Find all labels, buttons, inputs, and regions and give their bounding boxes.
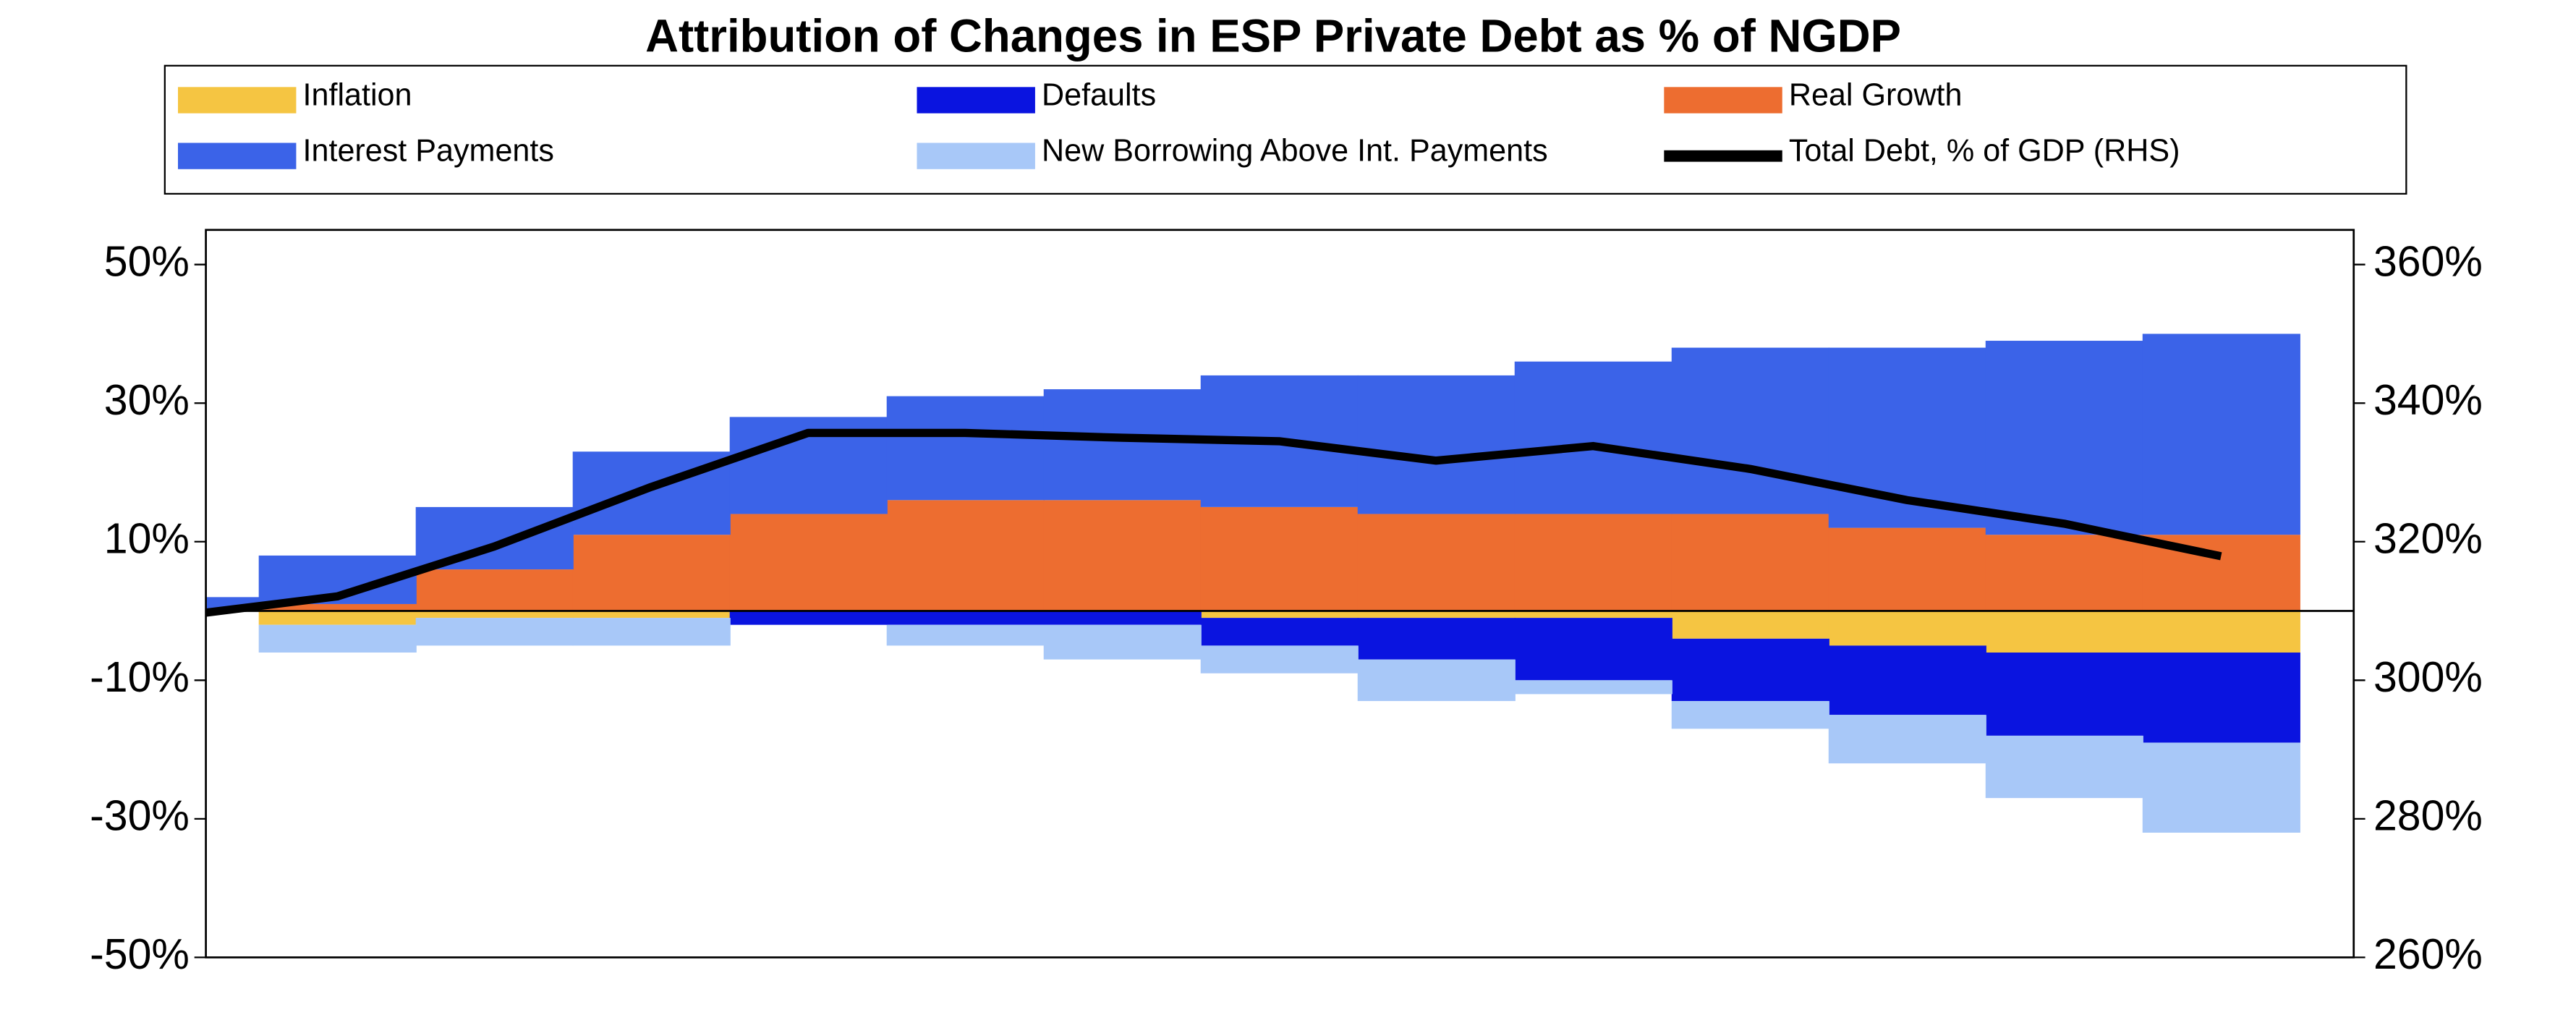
area-step xyxy=(2142,742,2300,833)
legend-swatch xyxy=(1664,87,1782,114)
legend-label: Inflation xyxy=(303,77,412,112)
area-step xyxy=(1514,680,1672,694)
area-step xyxy=(258,624,417,653)
area-step xyxy=(1043,500,1202,611)
area-step xyxy=(1200,618,1359,646)
y-tick-label: 50% xyxy=(104,237,190,285)
area-step xyxy=(886,396,1045,501)
area-step xyxy=(2142,652,2300,743)
legend-box xyxy=(163,64,2407,195)
area-step xyxy=(1200,611,1359,619)
plot-frame xyxy=(205,229,2355,959)
legend-swatch xyxy=(917,87,1035,114)
legend-swatch xyxy=(917,143,1035,169)
area-step xyxy=(1043,624,1202,660)
y-tick-label: -10% xyxy=(90,653,190,701)
area-step xyxy=(886,611,1045,625)
y2-tick-label: 320% xyxy=(2373,514,2483,562)
area-step xyxy=(572,535,731,611)
y2-tick-label: 360% xyxy=(2373,237,2483,285)
y2-tick-label: 280% xyxy=(2373,791,2483,839)
area-step xyxy=(1985,611,2143,653)
legend-label: Defaults xyxy=(1042,77,1156,112)
area-step xyxy=(1514,361,1672,514)
area-step xyxy=(1671,514,1829,611)
area-step xyxy=(1200,645,1359,674)
y-tick-label: 30% xyxy=(104,376,190,424)
area-step xyxy=(572,618,731,646)
area-step xyxy=(886,500,1045,611)
area-step xyxy=(2142,334,2300,535)
area-step xyxy=(1985,735,2143,799)
area-step xyxy=(1828,715,1986,764)
area-step xyxy=(415,611,574,619)
area-step xyxy=(1357,618,1516,660)
area-step xyxy=(1043,389,1202,501)
chart-title: Attribution of Changes in ESP Private De… xyxy=(645,10,1901,61)
area-step xyxy=(258,611,417,625)
legend-swatch xyxy=(178,143,297,169)
area-step xyxy=(1671,701,1829,729)
legend-swatch xyxy=(178,87,297,114)
area-step xyxy=(1514,514,1672,611)
area-step xyxy=(1985,341,2143,535)
legend-label: Interest Payments xyxy=(303,133,554,168)
area-step xyxy=(572,611,731,619)
area-step xyxy=(1514,618,1672,681)
area-step xyxy=(1357,375,1516,514)
area-step xyxy=(1043,611,1202,625)
area-step xyxy=(415,569,574,611)
area-step xyxy=(1985,652,2143,736)
area-step xyxy=(1828,645,1986,715)
area-step xyxy=(1671,638,1829,702)
area-step xyxy=(1985,535,2143,611)
area-step xyxy=(1828,611,1986,646)
area-step xyxy=(258,603,417,611)
y2-tick-label: 300% xyxy=(2373,653,2483,701)
y2-tick-label: 260% xyxy=(2373,930,2483,978)
legend-label: New Borrowing Above Int. Payments xyxy=(1042,133,1548,168)
area-step xyxy=(886,624,1045,646)
legend-label: Real Growth xyxy=(1789,77,1963,112)
area-step xyxy=(1357,659,1516,702)
y-tick-label: -30% xyxy=(90,791,190,839)
area-step xyxy=(415,618,574,646)
area-step xyxy=(729,611,888,625)
area-step xyxy=(1514,611,1672,619)
y2-tick-label: 340% xyxy=(2373,376,2483,424)
area-step xyxy=(1357,514,1516,611)
y-tick-label: 10% xyxy=(104,514,190,562)
line-series xyxy=(205,428,2222,617)
area-step xyxy=(1671,611,1829,639)
area-step xyxy=(1828,527,1986,611)
legend-label: Total Debt, % of GDP (RHS) xyxy=(1789,133,2180,168)
area-step xyxy=(1200,506,1359,611)
area-step xyxy=(1357,611,1516,619)
area-step xyxy=(1671,347,1829,514)
area-step xyxy=(2142,611,2300,653)
plot-area xyxy=(205,334,2354,833)
y-tick-label: -50% xyxy=(90,930,190,978)
area-step xyxy=(729,514,888,611)
